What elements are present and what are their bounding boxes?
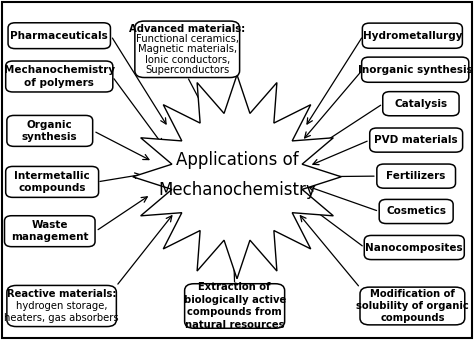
Text: Pharmaceuticals: Pharmaceuticals — [10, 31, 108, 41]
Text: Reactive materials:: Reactive materials: — [7, 289, 117, 299]
FancyBboxPatch shape — [362, 23, 462, 48]
FancyBboxPatch shape — [364, 235, 464, 260]
Text: Functional ceramics,: Functional ceramics, — [136, 34, 239, 44]
Text: Intermetallic
compounds: Intermetallic compounds — [14, 171, 90, 193]
Text: Fertilizers: Fertilizers — [386, 171, 446, 181]
Text: Ionic conductors,: Ionic conductors, — [145, 54, 230, 65]
Text: Hydrometallurgy: Hydrometallurgy — [363, 31, 462, 41]
FancyBboxPatch shape — [6, 166, 99, 197]
Text: PVD materials: PVD materials — [374, 135, 458, 145]
Text: heaters, gas absorbers: heaters, gas absorbers — [4, 313, 119, 323]
FancyBboxPatch shape — [360, 287, 465, 325]
Text: Magnetic materials,: Magnetic materials, — [137, 44, 237, 54]
Text: Mechanochemistry: Mechanochemistry — [158, 182, 316, 199]
Text: Mechanochemistry
of polymers: Mechanochemistry of polymers — [4, 65, 115, 88]
Text: Organic
synthesis: Organic synthesis — [22, 120, 78, 142]
FancyBboxPatch shape — [185, 284, 284, 328]
FancyBboxPatch shape — [8, 23, 110, 49]
FancyBboxPatch shape — [383, 92, 459, 116]
Text: Nanocomposites: Nanocomposites — [365, 242, 463, 253]
FancyBboxPatch shape — [379, 199, 453, 224]
FancyBboxPatch shape — [7, 116, 92, 146]
FancyBboxPatch shape — [135, 21, 240, 78]
FancyBboxPatch shape — [370, 128, 463, 152]
Text: Inorganic synthesis: Inorganic synthesis — [358, 65, 473, 75]
FancyBboxPatch shape — [7, 286, 117, 326]
Text: Waste
management: Waste management — [11, 220, 89, 242]
FancyBboxPatch shape — [377, 164, 456, 188]
FancyBboxPatch shape — [6, 61, 113, 92]
Text: Advanced materials:: Advanced materials: — [129, 24, 246, 34]
Text: Extraction of
biologically active
compounds from
natural resources: Extraction of biologically active compou… — [183, 283, 286, 329]
Text: Superconductors: Superconductors — [145, 65, 229, 75]
Polygon shape — [133, 75, 341, 279]
FancyBboxPatch shape — [4, 216, 95, 247]
Text: Applications of: Applications of — [176, 151, 298, 169]
Text: hydrogen storage,: hydrogen storage, — [16, 301, 108, 311]
Text: Cosmetics: Cosmetics — [386, 206, 446, 217]
Text: Modification of
solubility of organic
compounds: Modification of solubility of organic co… — [356, 289, 469, 323]
Text: Catalysis: Catalysis — [394, 99, 447, 109]
FancyBboxPatch shape — [362, 57, 469, 82]
